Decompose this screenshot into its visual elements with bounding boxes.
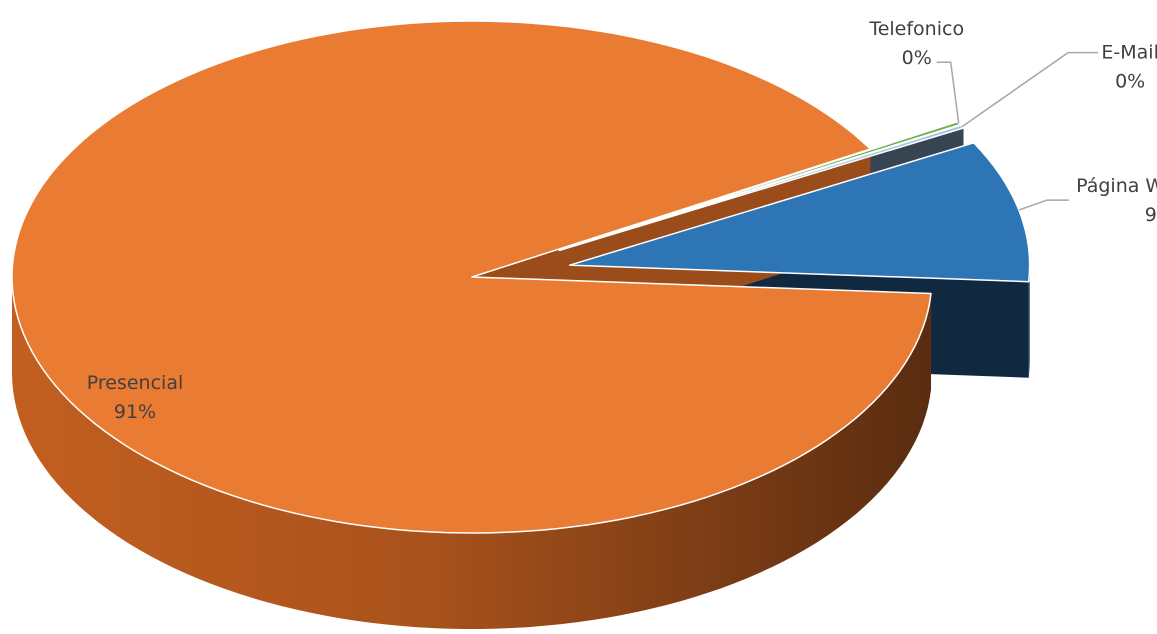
slice-side-presencial [12,277,931,629]
data-label-presencial: Presencial [87,372,183,394]
data-label-percent-presencial: 91% [114,401,156,423]
leader-line-telefonico [936,61,960,124]
data-label-e-mail: E-Mail [1101,42,1157,64]
data-label-percent-pagina-web: 9% [1145,204,1157,226]
slice-side-pagina-web [1028,265,1030,378]
data-label-percent-e-mail: 0% [1115,71,1145,93]
slice-presencial [11,20,932,534]
data-label-pagina-web: Página Web [1076,175,1157,197]
leader-line-e-mail [961,51,1099,128]
slice-pagina-web [568,142,1031,283]
leader-line-pagina-web [1018,199,1069,211]
data-label-percent-telefonico: 0% [902,47,932,69]
data-label-telefonico: Telefonico [868,18,964,40]
